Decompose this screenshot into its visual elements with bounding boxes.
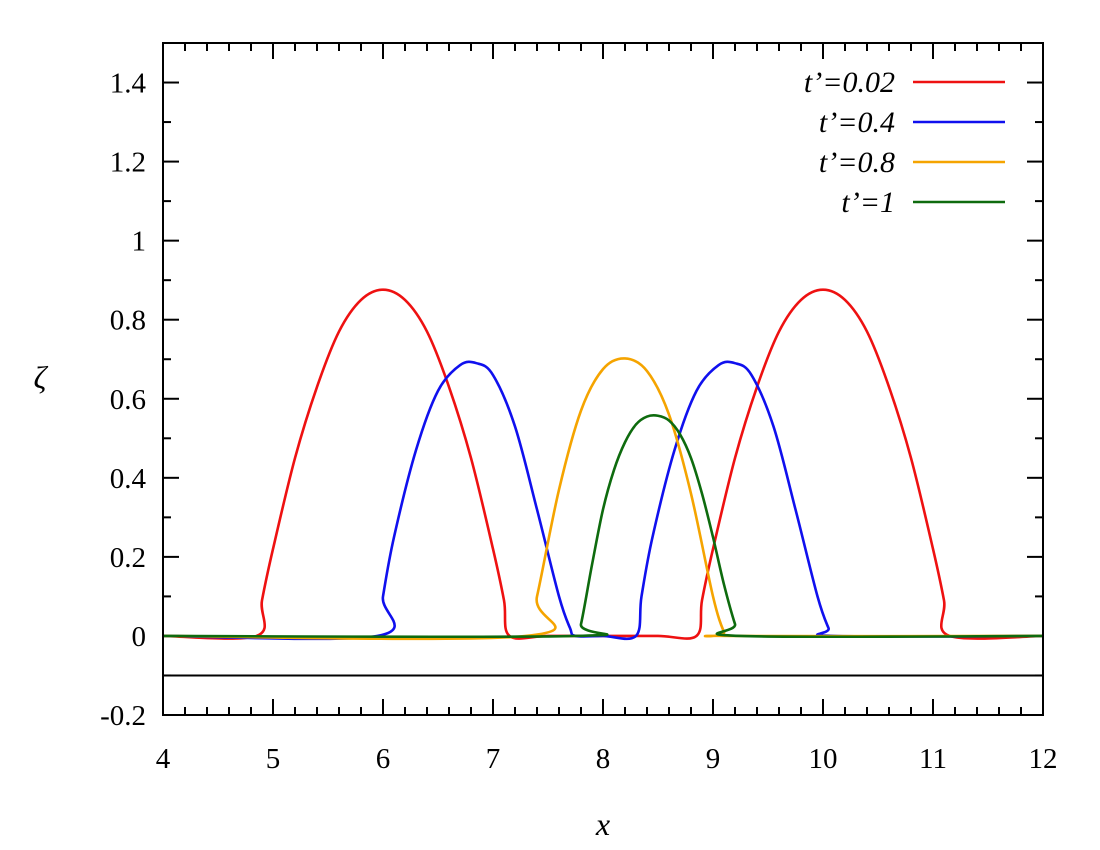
series-line-4: [162, 414, 1044, 639]
x-tick-label: 12: [1029, 743, 1058, 775]
y-tick-label: 0.6: [110, 384, 146, 416]
y-tick-label: 1.2: [110, 147, 146, 179]
y-tick-label: 0.4: [110, 463, 147, 495]
x-tick-label: 8: [596, 743, 611, 775]
series-line-3: [162, 357, 1044, 641]
legend-label: t’=0.02: [804, 66, 895, 99]
x-tick-label: 11: [919, 743, 947, 775]
x-axis-label: x: [595, 806, 610, 842]
legend-label: t’=0.8: [819, 146, 895, 179]
x-tick-label: 7: [486, 743, 501, 775]
y-tick-label: 1.4: [110, 68, 147, 100]
x-tick-label: 4: [156, 743, 171, 775]
axis-tick-labels: 4 5 6 7 8 9 10 11 12 -0.2 0 0.2 0.4 0.6 0.8 1 1.2 1.4: [100, 68, 1057, 775]
y-tick-label: 0: [132, 621, 147, 653]
y-tick-label: 0.8: [110, 305, 146, 337]
y-tick-label: 1: [132, 226, 147, 258]
plot-frame: [162, 42, 1044, 716]
legend-label: t’=0.4: [819, 106, 895, 139]
y-axis-label: ζ: [34, 359, 49, 395]
y-tick-label: 0.2: [110, 542, 146, 574]
legend: t’=0.02 t’=0.4 t’=0.8 t’=1: [804, 66, 1005, 219]
x-tick-label: 10: [809, 743, 838, 775]
x-tick-label: 6: [376, 743, 391, 775]
x-tick-label: 5: [266, 743, 281, 775]
legend-label: t’=1: [841, 186, 895, 219]
y-tick-label: -0.2: [100, 700, 146, 732]
x-tick-label: 9: [706, 743, 721, 775]
series-group: [162, 288, 1044, 641]
